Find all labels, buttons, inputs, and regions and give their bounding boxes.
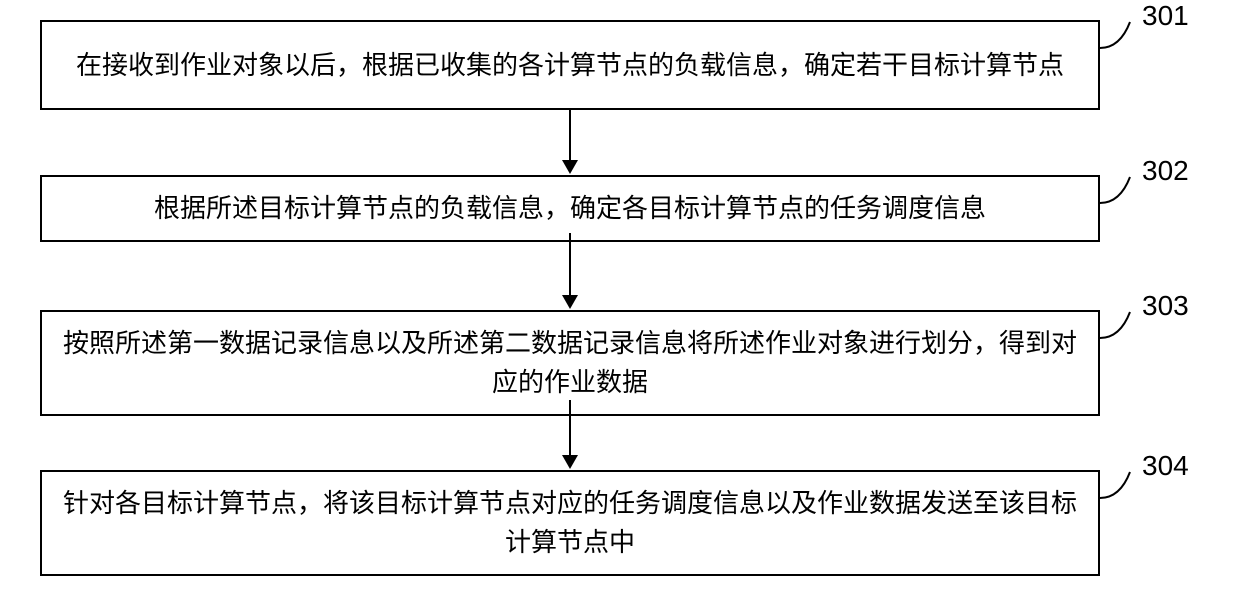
flowchart-diagram: 在接收到作业对象以后，根据已收集的各计算节点的负载信息，确定若干目标计算节点 3… bbox=[40, 10, 1199, 589]
curve-icon bbox=[1100, 175, 1140, 205]
step-text: 在接收到作业对象以后，根据已收集的各计算节点的负载信息，确定若干目标计算节点 bbox=[76, 46, 1064, 85]
curve-icon bbox=[1100, 20, 1140, 50]
arrow-down-icon bbox=[562, 295, 578, 309]
step-label: 302 bbox=[1142, 155, 1189, 187]
flowchart-step: 根据所述目标计算节点的负载信息，确定各目标计算节点的任务调度信息 302 bbox=[40, 175, 1189, 242]
step-text: 根据所述目标计算节点的负载信息，确定各目标计算节点的任务调度信息 bbox=[154, 189, 986, 228]
step-label: 304 bbox=[1142, 450, 1189, 482]
flowchart-arrow bbox=[40, 110, 1100, 174]
step-label: 301 bbox=[1142, 0, 1189, 32]
label-connector: 301 bbox=[1100, 20, 1189, 50]
curve-icon bbox=[1100, 470, 1140, 500]
label-connector: 302 bbox=[1100, 175, 1189, 205]
step-text: 按照所述第一数据记录信息以及所述第二数据记录信息将所述作业对象进行划分，得到对应… bbox=[58, 324, 1082, 402]
step-text: 针对各目标计算节点，将该目标计算节点对应的任务调度信息以及作业数据发送至该目标计… bbox=[58, 484, 1082, 562]
flowchart-step: 针对各目标计算节点，将该目标计算节点对应的任务调度信息以及作业数据发送至该目标计… bbox=[40, 470, 1189, 576]
step-label: 303 bbox=[1142, 290, 1189, 322]
step-box-302: 根据所述目标计算节点的负载信息，确定各目标计算节点的任务调度信息 bbox=[40, 175, 1100, 242]
curve-icon bbox=[1100, 310, 1140, 340]
arrow-down-icon bbox=[562, 160, 578, 174]
step-box-301: 在接收到作业对象以后，根据已收集的各计算节点的负载信息，确定若干目标计算节点 bbox=[40, 20, 1100, 110]
label-connector: 304 bbox=[1100, 470, 1189, 500]
arrow-down-icon bbox=[562, 455, 578, 469]
flowchart-step: 在接收到作业对象以后，根据已收集的各计算节点的负载信息，确定若干目标计算节点 3… bbox=[40, 20, 1189, 110]
step-box-304: 针对各目标计算节点，将该目标计算节点对应的任务调度信息以及作业数据发送至该目标计… bbox=[40, 470, 1100, 576]
flowchart-arrow bbox=[40, 400, 1100, 469]
flowchart-arrow bbox=[40, 233, 1100, 309]
label-connector: 303 bbox=[1100, 310, 1189, 340]
